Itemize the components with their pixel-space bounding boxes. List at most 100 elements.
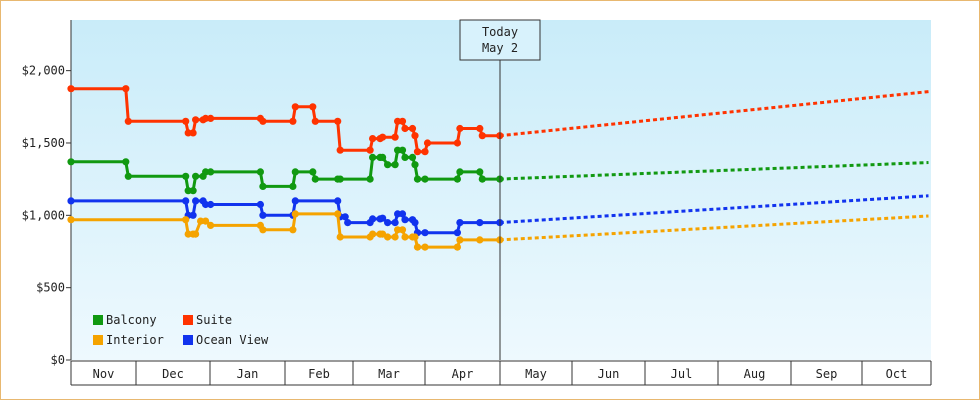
data-point [413, 243, 422, 251]
legend-label: Ocean View [196, 333, 269, 347]
data-point [197, 217, 205, 225]
y-tick-label: $1,500 [22, 136, 65, 150]
data-point [336, 175, 344, 183]
data-point [309, 103, 317, 111]
data-point [259, 117, 267, 125]
data-point [366, 175, 374, 183]
data-point [421, 229, 429, 237]
y-tick-label: $1,000 [22, 208, 65, 222]
data-point [202, 200, 210, 209]
data-point [453, 229, 461, 237]
legend-swatch [183, 315, 193, 325]
legend: Balcony Suite Interior Ocean View [93, 313, 269, 347]
data-point [291, 197, 299, 205]
data-point [259, 182, 267, 190]
data-point [207, 168, 215, 176]
legend-label: Suite [196, 313, 232, 327]
data-point [256, 168, 264, 176]
data-point [384, 219, 392, 227]
legend-label: Balcony [106, 313, 157, 327]
data-point [259, 211, 267, 219]
data-point [398, 146, 407, 154]
data-point [456, 219, 464, 227]
data-point [182, 117, 190, 125]
today-date: May 2 [482, 41, 518, 55]
data-point [289, 182, 297, 190]
data-point [309, 168, 317, 176]
data-point [413, 148, 422, 156]
data-point [259, 226, 267, 234]
data-point [334, 117, 342, 125]
data-point [411, 161, 419, 169]
series-balcony [67, 146, 929, 195]
y-axis: $0 $500 $1,000 $1,500 $2,000 [22, 20, 72, 367]
forecast-line [499, 214, 929, 242]
data-point [421, 148, 429, 156]
x-tick-label: Jul [671, 367, 693, 381]
series-suite [67, 85, 929, 156]
data-point [182, 197, 190, 205]
data-point [341, 213, 349, 221]
x-tick-label: Apr [452, 367, 474, 381]
today-marker: Today May 2 [459, 19, 541, 360]
data-point [311, 175, 319, 183]
data-point [453, 243, 461, 251]
data-point [476, 124, 484, 133]
series-interior [67, 210, 929, 251]
plot-background [71, 20, 931, 360]
legend-swatch [93, 315, 103, 325]
data-point [207, 221, 215, 229]
today-box [459, 19, 541, 61]
data-point [256, 200, 264, 209]
data-point [476, 168, 484, 176]
data-point [291, 210, 299, 218]
data-point [366, 146, 374, 154]
data-point [478, 175, 486, 183]
x-tick-label: Mar [378, 367, 400, 381]
x-tick-label: Aug [744, 367, 766, 381]
data-point [398, 117, 407, 125]
today-label: Today [482, 25, 518, 39]
data-point [476, 236, 484, 244]
data-point [189, 129, 197, 137]
data-point [67, 158, 75, 166]
data-point [344, 219, 352, 227]
data-point [369, 153, 377, 161]
data-point [408, 124, 417, 133]
data-point [192, 172, 200, 180]
data-point [311, 117, 319, 125]
data-point [391, 233, 399, 241]
data-point [182, 216, 190, 224]
data-point [369, 215, 377, 223]
data-point [401, 216, 409, 224]
x-tick-label: Sep [816, 367, 838, 381]
data-point [398, 210, 407, 218]
legend-swatch [183, 335, 193, 345]
data-point [124, 117, 132, 125]
data-point [476, 219, 484, 227]
data-point [401, 124, 409, 133]
data-point [391, 133, 399, 141]
x-tick-label: Feb [308, 367, 330, 381]
series-ocean-view [67, 194, 929, 237]
data-point [456, 236, 464, 244]
data-point [192, 230, 200, 238]
data-point [453, 139, 461, 147]
legend-swatch [93, 335, 103, 345]
data-point [334, 210, 342, 218]
data-point [379, 153, 387, 161]
data-point [189, 211, 197, 219]
x-tick-label: Jun [598, 367, 620, 381]
data-point [421, 175, 429, 183]
data-point [124, 172, 132, 180]
data-point [289, 117, 297, 125]
data-point [334, 197, 342, 205]
forecast-line [499, 194, 929, 225]
legend-label: Interior [106, 333, 164, 347]
y-tick-label: $500 [36, 281, 65, 295]
data-point [379, 214, 387, 222]
data-point [478, 132, 486, 140]
data-point [384, 161, 392, 169]
data-point [67, 85, 75, 93]
data-point [291, 168, 299, 176]
